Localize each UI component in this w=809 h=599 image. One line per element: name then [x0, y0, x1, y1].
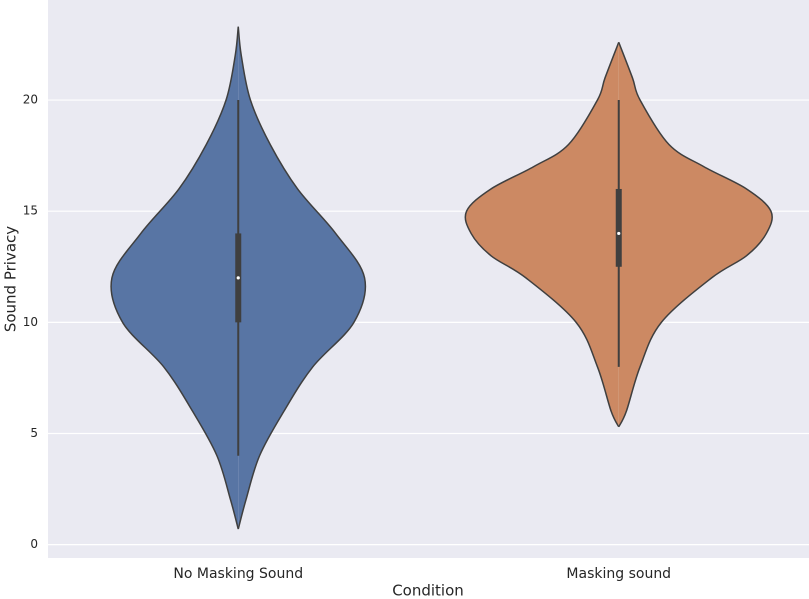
y-tick-label: 0 [30, 537, 38, 551]
violin-body [111, 26, 239, 530]
violins [110, 26, 773, 530]
x-axis-label: Condition [392, 582, 464, 599]
y-tick-label: 15 [23, 204, 38, 218]
y-axis-label: Sound Privacy [2, 226, 20, 332]
x-tick-label: No Masking Sound [173, 566, 303, 582]
median [236, 276, 240, 280]
median [617, 231, 621, 236]
y-tick-label: 20 [23, 93, 38, 107]
box [615, 188, 622, 267]
violin-outline [110, 26, 239, 530]
violin-outline [237, 26, 367, 530]
y-tick-label: 10 [23, 315, 38, 329]
violin-body [465, 42, 619, 427]
x-tick-label: Masking sound [566, 566, 671, 582]
violin-body [238, 26, 366, 530]
violin-outline [618, 41, 773, 428]
y-tick-label: 5 [30, 426, 38, 440]
violin-body [618, 42, 773, 427]
violin-outline [464, 41, 620, 428]
